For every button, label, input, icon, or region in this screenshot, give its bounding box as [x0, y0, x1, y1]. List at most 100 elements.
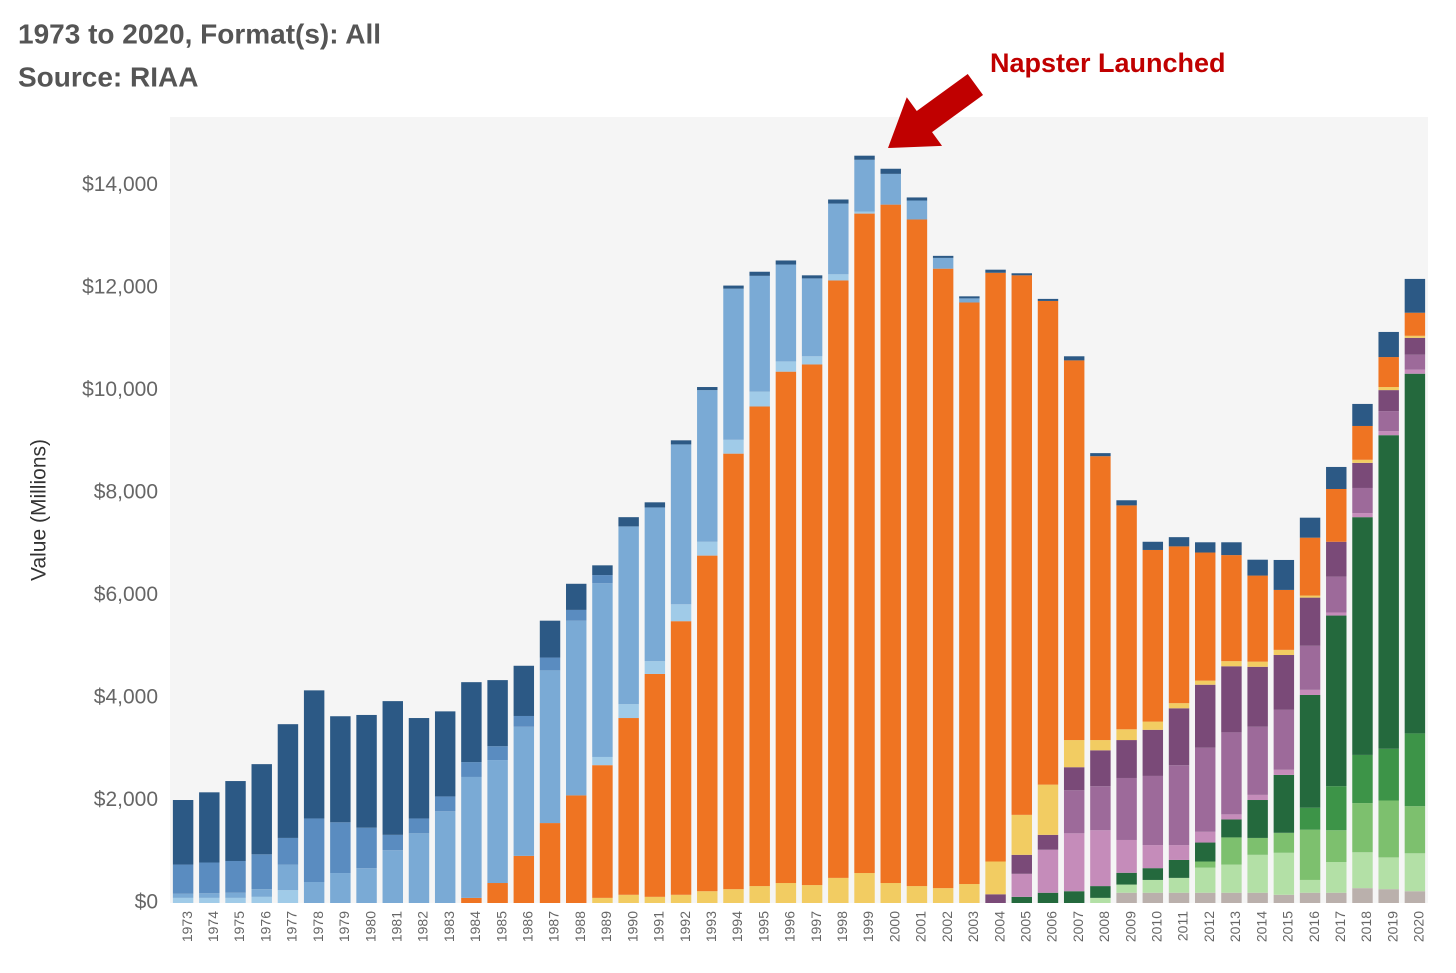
bar-segment: [513, 665, 535, 716]
x-tick-label: 2014: [1253, 911, 1269, 942]
bar-segment: [801, 356, 823, 365]
bar-segment: [801, 278, 823, 357]
bar-segment: [1011, 275, 1032, 815]
bar-segment: [1142, 721, 1164, 730]
y-axis-label: Value (Millions): [28, 439, 51, 581]
bar-segment: [670, 621, 692, 895]
x-tick-label: 1974: [205, 911, 221, 942]
bar-segment: [749, 271, 770, 276]
bar-segment: [1352, 754, 1373, 804]
bar-segment: [775, 361, 797, 372]
bar-segment: [985, 272, 1006, 862]
bar-segment: [566, 795, 587, 903]
bar-segment: [1273, 894, 1295, 903]
bar-segment: [1273, 774, 1295, 833]
bar-segment: [251, 764, 272, 855]
bar-segment: [1063, 790, 1085, 834]
bar-segment: [1247, 559, 1268, 576]
bar-segment: [1116, 872, 1137, 885]
bar-segment: [723, 285, 744, 289]
bar-segment: [408, 833, 430, 903]
x-tick-label: 2008: [1096, 911, 1112, 942]
x-tick-label: 1999: [860, 911, 876, 942]
bar-segment: [1404, 335, 1426, 338]
bar-segment: [1378, 411, 1399, 432]
bar-segment: [1378, 357, 1399, 388]
bar-segment: [670, 894, 692, 903]
bar-segment: [1378, 889, 1399, 903]
bar-segment: [1326, 892, 1347, 903]
bar-segment: [1326, 786, 1347, 831]
bar-segment: [1090, 456, 1111, 741]
bar-segment: [985, 861, 1006, 895]
bar-segment: [1195, 542, 1216, 553]
bar-segment: [1063, 767, 1085, 791]
bar-segment: [723, 889, 744, 903]
bar-segment: [513, 726, 535, 856]
bar-segment: [382, 701, 403, 835]
bar-segment: [1221, 892, 1242, 903]
bar-segment: [1142, 868, 1164, 880]
bar-segment: [1142, 775, 1164, 846]
bar-segment: [1168, 546, 1190, 704]
x-tick-label: 1977: [284, 911, 300, 942]
bar-segment: [1404, 354, 1426, 370]
bar-segment: [487, 883, 508, 903]
bar-segment: [1168, 845, 1190, 860]
bar-segment: [330, 822, 351, 874]
bar-segment: [775, 371, 797, 884]
bar-segment: [461, 762, 482, 777]
bar-segment: [749, 275, 770, 392]
bar-segment: [1299, 807, 1321, 830]
y-tick-label: $8,000: [94, 481, 158, 504]
bar-segment: [1168, 859, 1190, 878]
bar-segment: [1299, 597, 1321, 646]
x-tick-label: 1992: [677, 911, 693, 942]
bar-segment: [828, 274, 849, 281]
plot-area: [170, 117, 1428, 903]
bar-segment: [277, 890, 299, 903]
x-tick-label: 2020: [1411, 911, 1427, 942]
bar-segment: [1326, 541, 1347, 577]
x-tick-label: 2004: [991, 911, 1007, 942]
bar-segment: [1063, 891, 1085, 903]
bar-segment: [1299, 645, 1321, 690]
bar-segment: [1247, 854, 1268, 893]
bar-segment: [487, 760, 508, 884]
x-tick-label: 2007: [1070, 911, 1086, 942]
bar-segment: [1090, 740, 1111, 751]
bar-segment: [697, 541, 718, 556]
x-tick-label: 1980: [362, 911, 378, 942]
bar-segment: [1378, 857, 1399, 890]
bar-segment: [1116, 505, 1137, 730]
bar-segment: [1326, 488, 1347, 542]
annotation: Napster Launched: [990, 48, 1226, 78]
bar-segment: [1299, 694, 1321, 808]
bar-segment: [1221, 732, 1242, 815]
bar-segment: [697, 891, 718, 903]
bar-segment: [1221, 542, 1242, 556]
bar-segment: [1221, 555, 1242, 662]
x-tick-label: 1997: [808, 911, 824, 942]
bar-segment: [1352, 517, 1373, 755]
bar-segment: [1142, 879, 1164, 893]
bar-segment: [1063, 356, 1085, 361]
bar-segment: [172, 864, 194, 894]
bar-segment: [1326, 466, 1347, 489]
bar-segment: [1195, 552, 1216, 681]
bar-segment: [1352, 803, 1373, 853]
bar-segment: [1247, 800, 1268, 838]
x-tick-label: 1978: [310, 911, 326, 942]
bar-segment: [1273, 589, 1295, 650]
bar-segment: [880, 173, 901, 205]
bar-segment: [1037, 300, 1059, 785]
y-tick-label: $10,000: [82, 378, 158, 401]
bar-segment: [303, 818, 325, 882]
bar-segment: [592, 583, 613, 757]
bar-segment: [277, 724, 299, 838]
bar-segment: [592, 765, 613, 898]
y-tick-label: $4,000: [94, 686, 158, 709]
y-tick-label: $12,000: [82, 276, 158, 299]
bar-segment: [854, 155, 875, 160]
